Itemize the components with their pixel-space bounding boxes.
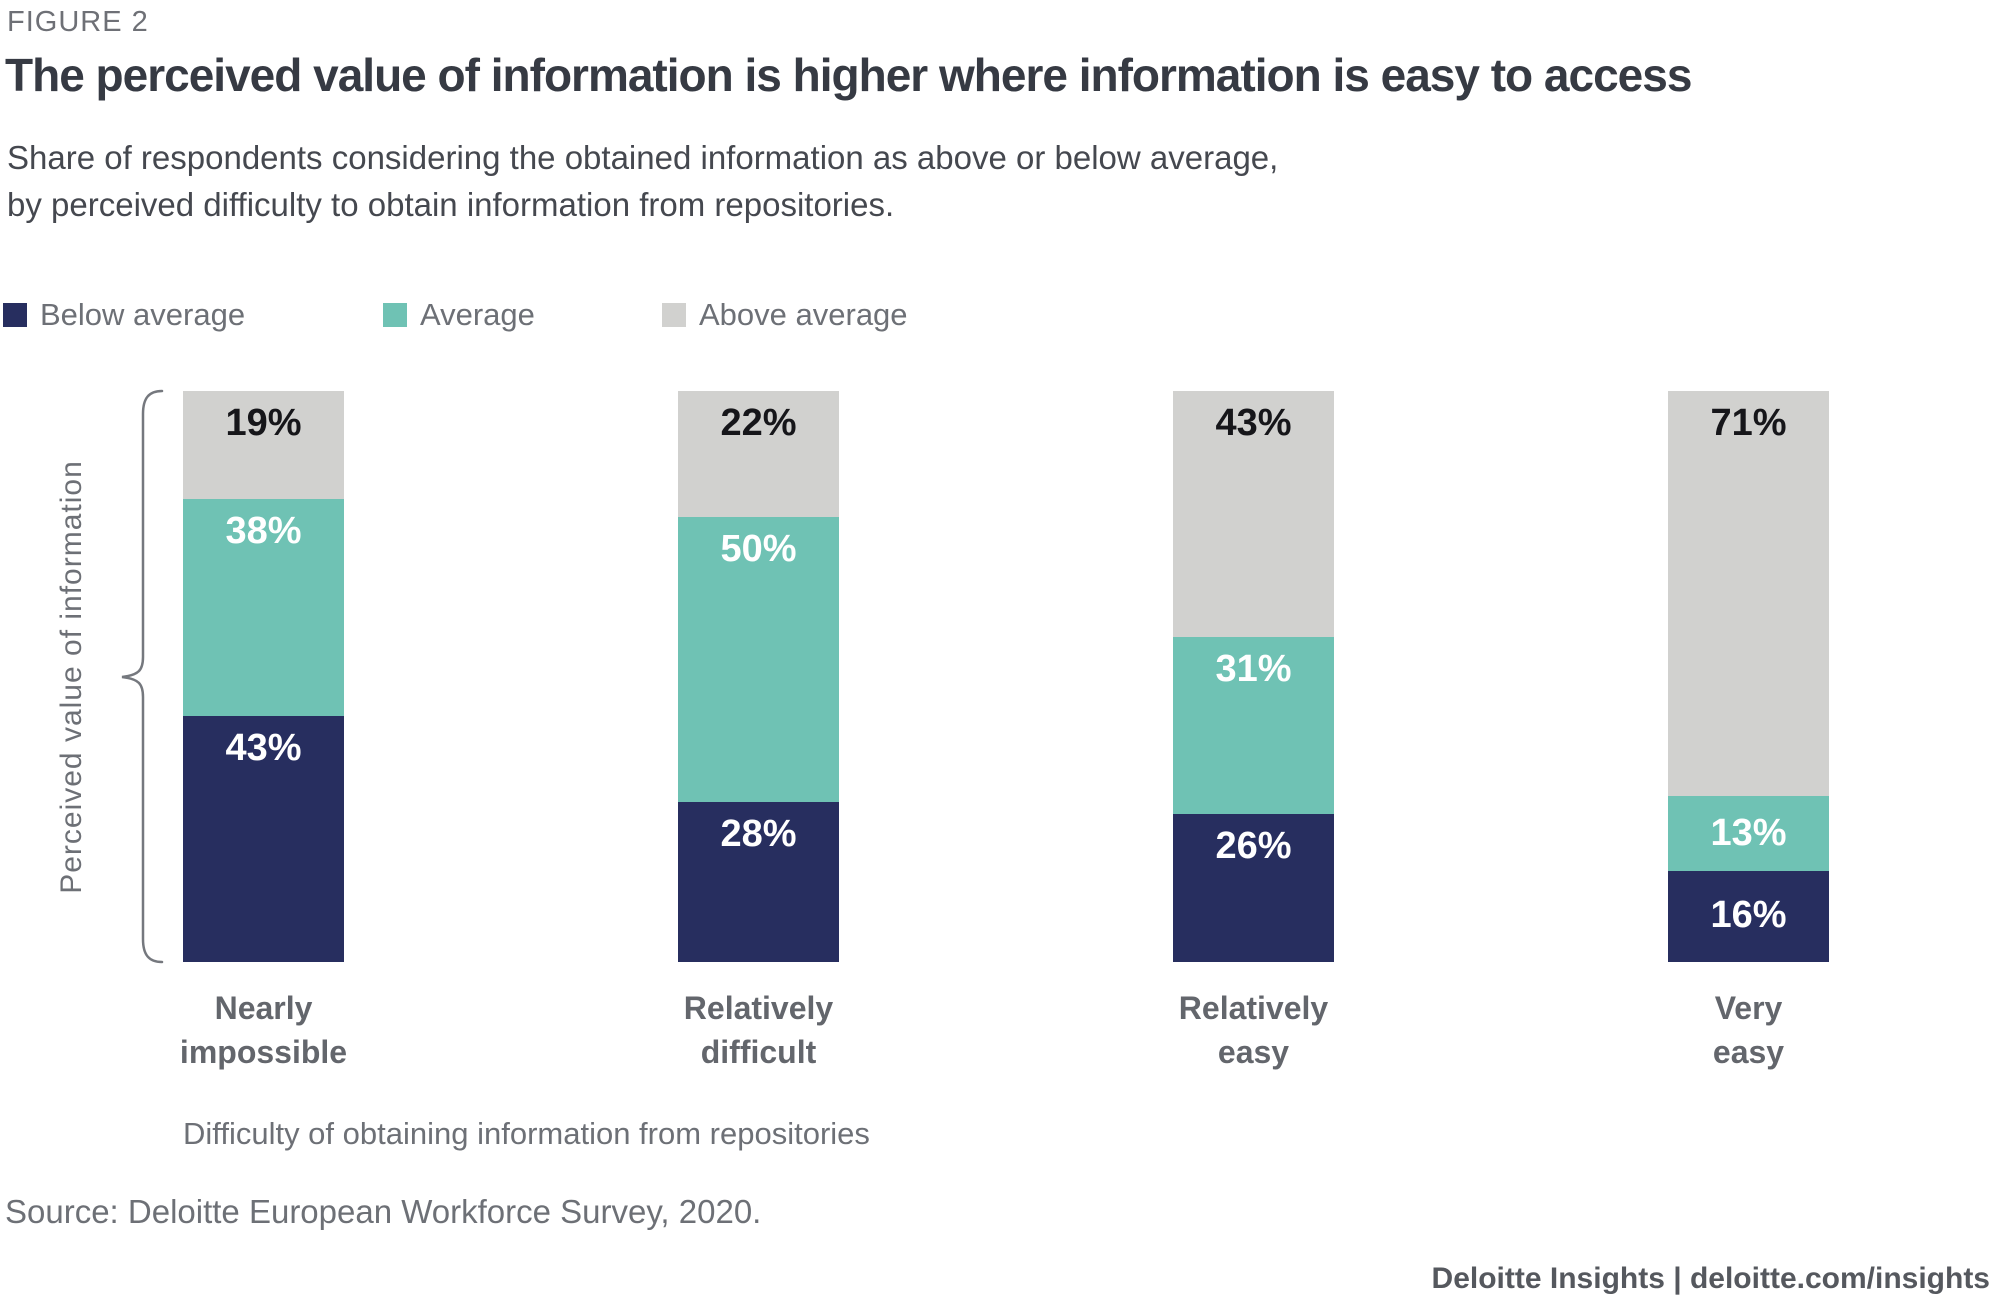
bar-value-label: 13% bbox=[1710, 811, 1787, 854]
bar-value-label: 26% bbox=[1215, 824, 1292, 867]
chart-subtitle-line-2: by perceived difficulty to obtain inform… bbox=[7, 186, 895, 223]
bar-segment-average: 31% bbox=[1173, 636, 1334, 814]
legend-swatch-above-average bbox=[662, 303, 686, 327]
legend-item-below-average: Below average bbox=[3, 297, 245, 333]
bar-value-label: 22% bbox=[720, 402, 797, 444]
y-axis-brace bbox=[121, 389, 164, 964]
bar-value-label: 50% bbox=[720, 527, 797, 570]
bar-segment-below-average: 28% bbox=[678, 802, 839, 962]
legend-label: Average bbox=[420, 297, 535, 332]
category-label-relatively-easy: Relatively easy bbox=[1178, 990, 1329, 1070]
bar-value-label: 38% bbox=[225, 510, 302, 553]
bar-segment-below-average: 43% bbox=[183, 716, 344, 962]
chart-subtitle-line-1: Share of respondents considering the obt… bbox=[7, 139, 1279, 176]
legend-item-average: Average bbox=[383, 297, 535, 333]
bar-very-easy: 71% 13% 16% bbox=[1668, 391, 1829, 962]
legend-swatch-average bbox=[383, 303, 407, 327]
category-label-relatively-difficult: Relatively difficult bbox=[683, 990, 834, 1070]
legend: Below average Average Above average bbox=[0, 297, 2000, 333]
bar-segment-above-average: 43% bbox=[1173, 391, 1334, 637]
bar-segment-above-average: 71% bbox=[1668, 391, 1829, 797]
bar-segment-average: 38% bbox=[183, 499, 344, 717]
legend-label: Above average bbox=[699, 297, 908, 332]
bar-segment-average: 50% bbox=[678, 516, 839, 803]
legend-label: Below average bbox=[40, 297, 246, 332]
bar-value-label: 28% bbox=[720, 813, 797, 856]
source-note: Source: Deloitte European Workforce Surv… bbox=[5, 1193, 762, 1230]
chart-subtitle: Share of respondents considering the obt… bbox=[7, 134, 1707, 228]
bar-segment-below-average: 26% bbox=[1173, 813, 1334, 962]
bar-relatively-difficult: 22% 50% 28% bbox=[678, 391, 839, 962]
x-axis-label: Difficulty of obtaining information from… bbox=[183, 1116, 870, 1151]
figure-label: FIGURE 2 bbox=[7, 6, 149, 38]
bar-value-label: 16% bbox=[1710, 894, 1787, 937]
chart-title: The perceived value of information is hi… bbox=[5, 49, 1692, 101]
bar-segment-average: 13% bbox=[1668, 796, 1829, 871]
bar-nearly-impossible: 19% 38% 43% bbox=[183, 391, 344, 962]
bar-segment-above-average: 19% bbox=[183, 391, 344, 500]
stacked-bar-chart: 19% 38% 43% 22% 50% 28% 43% 31% 26% 71% 13% 16% bbox=[183, 391, 1829, 962]
bar-relatively-easy: 43% 31% 26% bbox=[1173, 391, 1334, 962]
category-label-nearly-impossible: Nearly impossible bbox=[179, 990, 348, 1070]
bar-segment-above-average: 22% bbox=[678, 391, 839, 517]
footer-brand: Deloitte Insights | deloitte.com/insight… bbox=[1431, 1262, 1990, 1295]
bar-value-label: 43% bbox=[1215, 402, 1292, 444]
category-label-very-easy: Very easy bbox=[1712, 990, 1785, 1070]
bar-value-label: 71% bbox=[1710, 402, 1787, 444]
bar-value-label: 43% bbox=[225, 727, 302, 770]
y-axis-label: Perceived value of information bbox=[55, 460, 88, 894]
bar-value-label: 19% bbox=[225, 402, 302, 444]
bar-segment-below-average: 16% bbox=[1668, 870, 1829, 962]
legend-item-above-average: Above average bbox=[662, 297, 908, 333]
legend-swatch-below-average bbox=[3, 303, 27, 327]
bar-value-label: 31% bbox=[1215, 647, 1292, 690]
